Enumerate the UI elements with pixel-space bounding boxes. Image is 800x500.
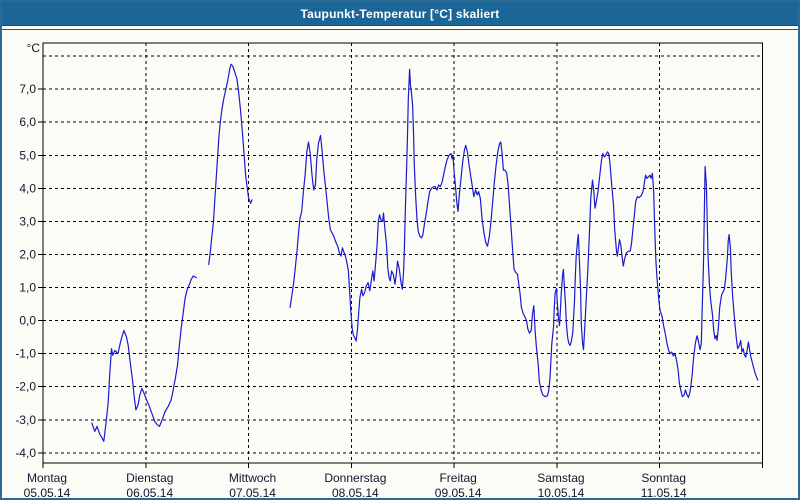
dewpoint-line-segment: [208, 63, 253, 265]
x-date-label: 06.05.14: [126, 486, 173, 500]
y-tick-label: 3,0: [19, 214, 36, 228]
y-tick-label: 7,0: [19, 82, 36, 96]
x-date-label: 07.05.14: [229, 486, 276, 500]
y-tick-label: 6,0: [19, 115, 36, 129]
plot-frame: [42, 42, 763, 464]
x-day-label: Dienstag: [126, 471, 173, 485]
y-tick-label: 1,0: [19, 281, 36, 295]
x-day-label: Sonntag: [641, 471, 686, 485]
dewpoint-line-segment: [91, 275, 197, 442]
x-day-label: Freitag: [439, 471, 476, 485]
y-axis-unit-label: °C: [27, 41, 41, 55]
x-date-label: 05.05.14: [24, 486, 71, 500]
x-date-label: 09.05.14: [435, 486, 482, 500]
y-tick-label: -2,0: [15, 380, 36, 394]
x-date-label: 08.05.14: [332, 486, 379, 500]
x-day-label: Donnerstag: [324, 471, 386, 485]
y-tick-label: 0,0: [19, 314, 36, 328]
panel-separator-line: [2, 29, 798, 30]
y-tick-label: 2,0: [19, 247, 36, 261]
y-tick-label: -4,0: [15, 446, 36, 460]
x-day-label: Samstag: [537, 471, 584, 485]
y-tick-label: -1,0: [15, 347, 36, 361]
dewpoint-line-segment: [289, 68, 759, 398]
x-date-label: 10.05.14: [538, 486, 585, 500]
x-day-label: Mittwoch: [229, 471, 276, 485]
title-bar[interactable]: Taupunkt-Temperatur [°C] skaliert: [2, 2, 798, 26]
y-tick-label: -3,0: [15, 413, 36, 427]
window-title: Taupunkt-Temperatur [°C] skaliert: [300, 6, 500, 21]
y-tick-label: 4,0: [19, 181, 36, 195]
y-tick-label: 5,0: [19, 148, 36, 162]
x-day-label: Montag: [27, 471, 67, 485]
x-date-label: 11.05.14: [641, 486, 687, 500]
